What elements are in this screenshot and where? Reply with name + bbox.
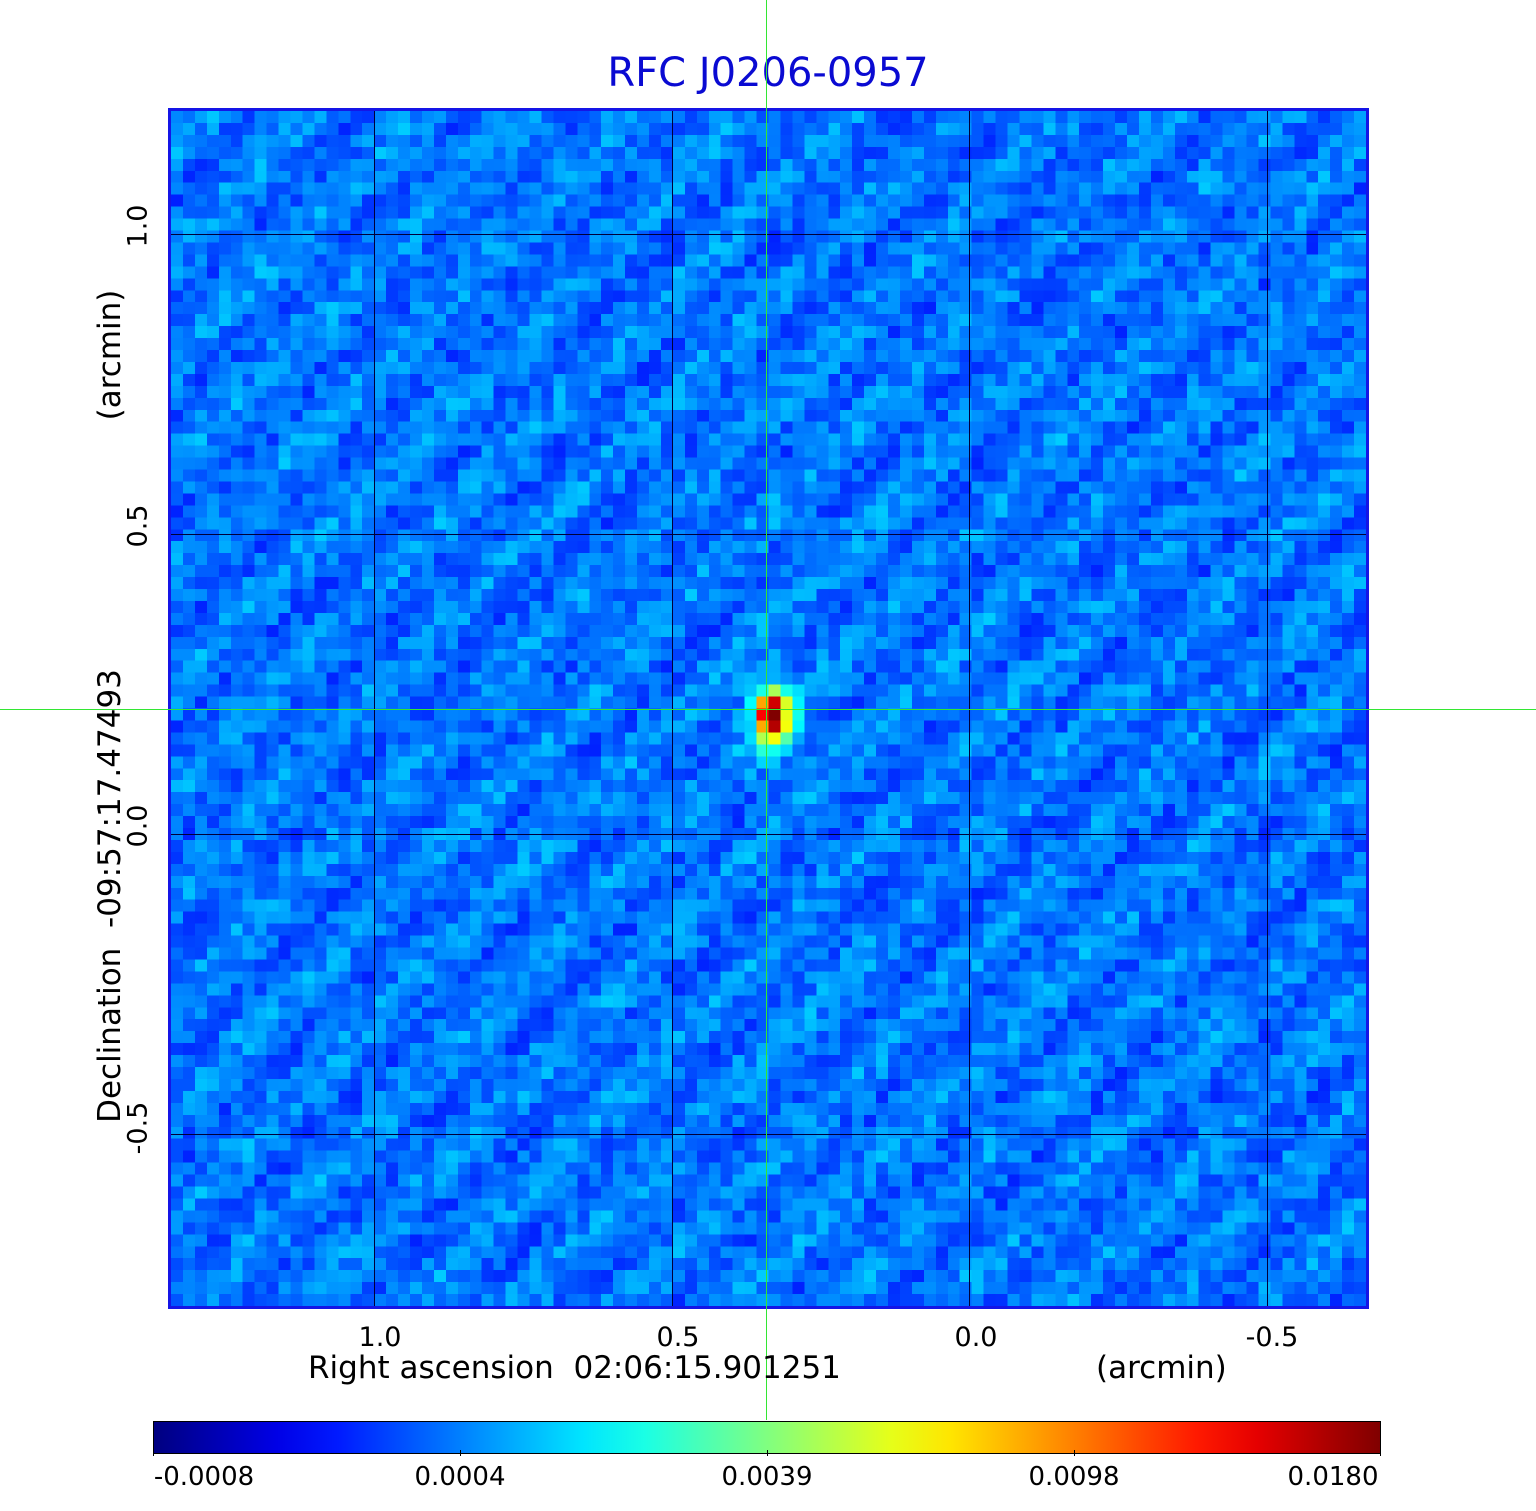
gridline-dec-0.5 <box>171 534 1366 535</box>
x-tick-label: -0.5 <box>1245 1322 1299 1353</box>
colorbar-tick-mark <box>1380 1450 1381 1456</box>
crosshair-vertical <box>766 0 767 1420</box>
gridline-ra-1.0 <box>374 111 375 1306</box>
gridline-dec-m0.5 <box>171 1134 1366 1135</box>
gridline-ra-0.5 <box>672 111 673 1306</box>
gridline-ra-0.0 <box>969 111 970 1306</box>
crosshair-horizontal <box>0 709 1536 710</box>
colorbar-tick-label: 0.0004 <box>414 1462 506 1492</box>
y-tick-label: 1.0 <box>122 204 154 248</box>
colorbar-tick-mark <box>767 1450 768 1456</box>
plot-title: RFC J0206-0957 <box>607 50 929 96</box>
colorbar-tick-label: 0.0180 <box>1287 1462 1379 1492</box>
gridline-dec-0.0 <box>171 834 1366 835</box>
colorbar-tick-label: 0.0039 <box>721 1462 813 1492</box>
intensity-image <box>171 111 1366 1306</box>
gridline-dec-1.0 <box>171 234 1366 235</box>
colorbar-tick-mark <box>1074 1450 1075 1456</box>
colorbar-tick-label: -0.0008 <box>153 1462 255 1492</box>
colorbar-tick-label: 0.0098 <box>1028 1462 1120 1492</box>
y-axis-unit: (arcmin) <box>92 289 128 421</box>
x-axis-unit: (arcmin) <box>1096 1350 1227 1386</box>
x-tick-label: 1.0 <box>358 1322 402 1353</box>
gridline-ra-m0.5 <box>1267 111 1268 1306</box>
colorbar-tick-mark <box>460 1450 461 1456</box>
x-tick-label: 0.0 <box>954 1322 998 1353</box>
y-axis-label: Declination -09:57:17.47493 <box>92 669 128 1123</box>
radio-image-map <box>168 108 1369 1309</box>
colorbar-tick-mark <box>153 1450 154 1456</box>
y-tick-label: 0.5 <box>122 504 154 548</box>
x-axis-label: Right ascension 02:06:15.901251 <box>308 1350 841 1386</box>
x-tick-label: 0.5 <box>656 1322 700 1353</box>
colorbar <box>153 1421 1381 1454</box>
